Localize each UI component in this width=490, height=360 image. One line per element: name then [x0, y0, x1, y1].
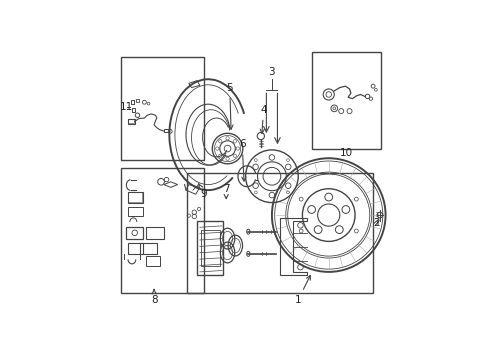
Text: 2: 2 — [373, 219, 380, 228]
Bar — [128, 243, 143, 254]
Bar — [128, 192, 143, 203]
Bar — [136, 99, 140, 102]
Bar — [126, 227, 143, 239]
Bar — [312, 51, 381, 149]
Bar — [201, 230, 220, 266]
Bar — [128, 192, 143, 202]
Bar — [130, 100, 134, 104]
Bar — [132, 108, 135, 112]
Bar — [128, 119, 134, 123]
Text: 9: 9 — [199, 184, 207, 199]
Bar — [121, 57, 204, 159]
Text: 11: 11 — [120, 102, 133, 112]
Bar — [128, 118, 135, 123]
Bar — [187, 174, 373, 293]
Bar — [164, 129, 170, 132]
Text: 1: 1 — [295, 275, 310, 305]
Bar — [121, 168, 204, 293]
Text: 5: 5 — [226, 82, 233, 129]
Bar — [146, 256, 160, 266]
Text: 6: 6 — [239, 139, 246, 181]
Bar — [146, 227, 164, 239]
Text: 8: 8 — [151, 289, 157, 305]
Bar — [128, 207, 143, 216]
Text: 7: 7 — [223, 184, 229, 199]
Text: 4: 4 — [260, 105, 267, 134]
Bar — [197, 221, 223, 275]
Text: 3: 3 — [269, 67, 275, 77]
Bar — [140, 243, 157, 254]
Text: 10: 10 — [340, 148, 353, 158]
